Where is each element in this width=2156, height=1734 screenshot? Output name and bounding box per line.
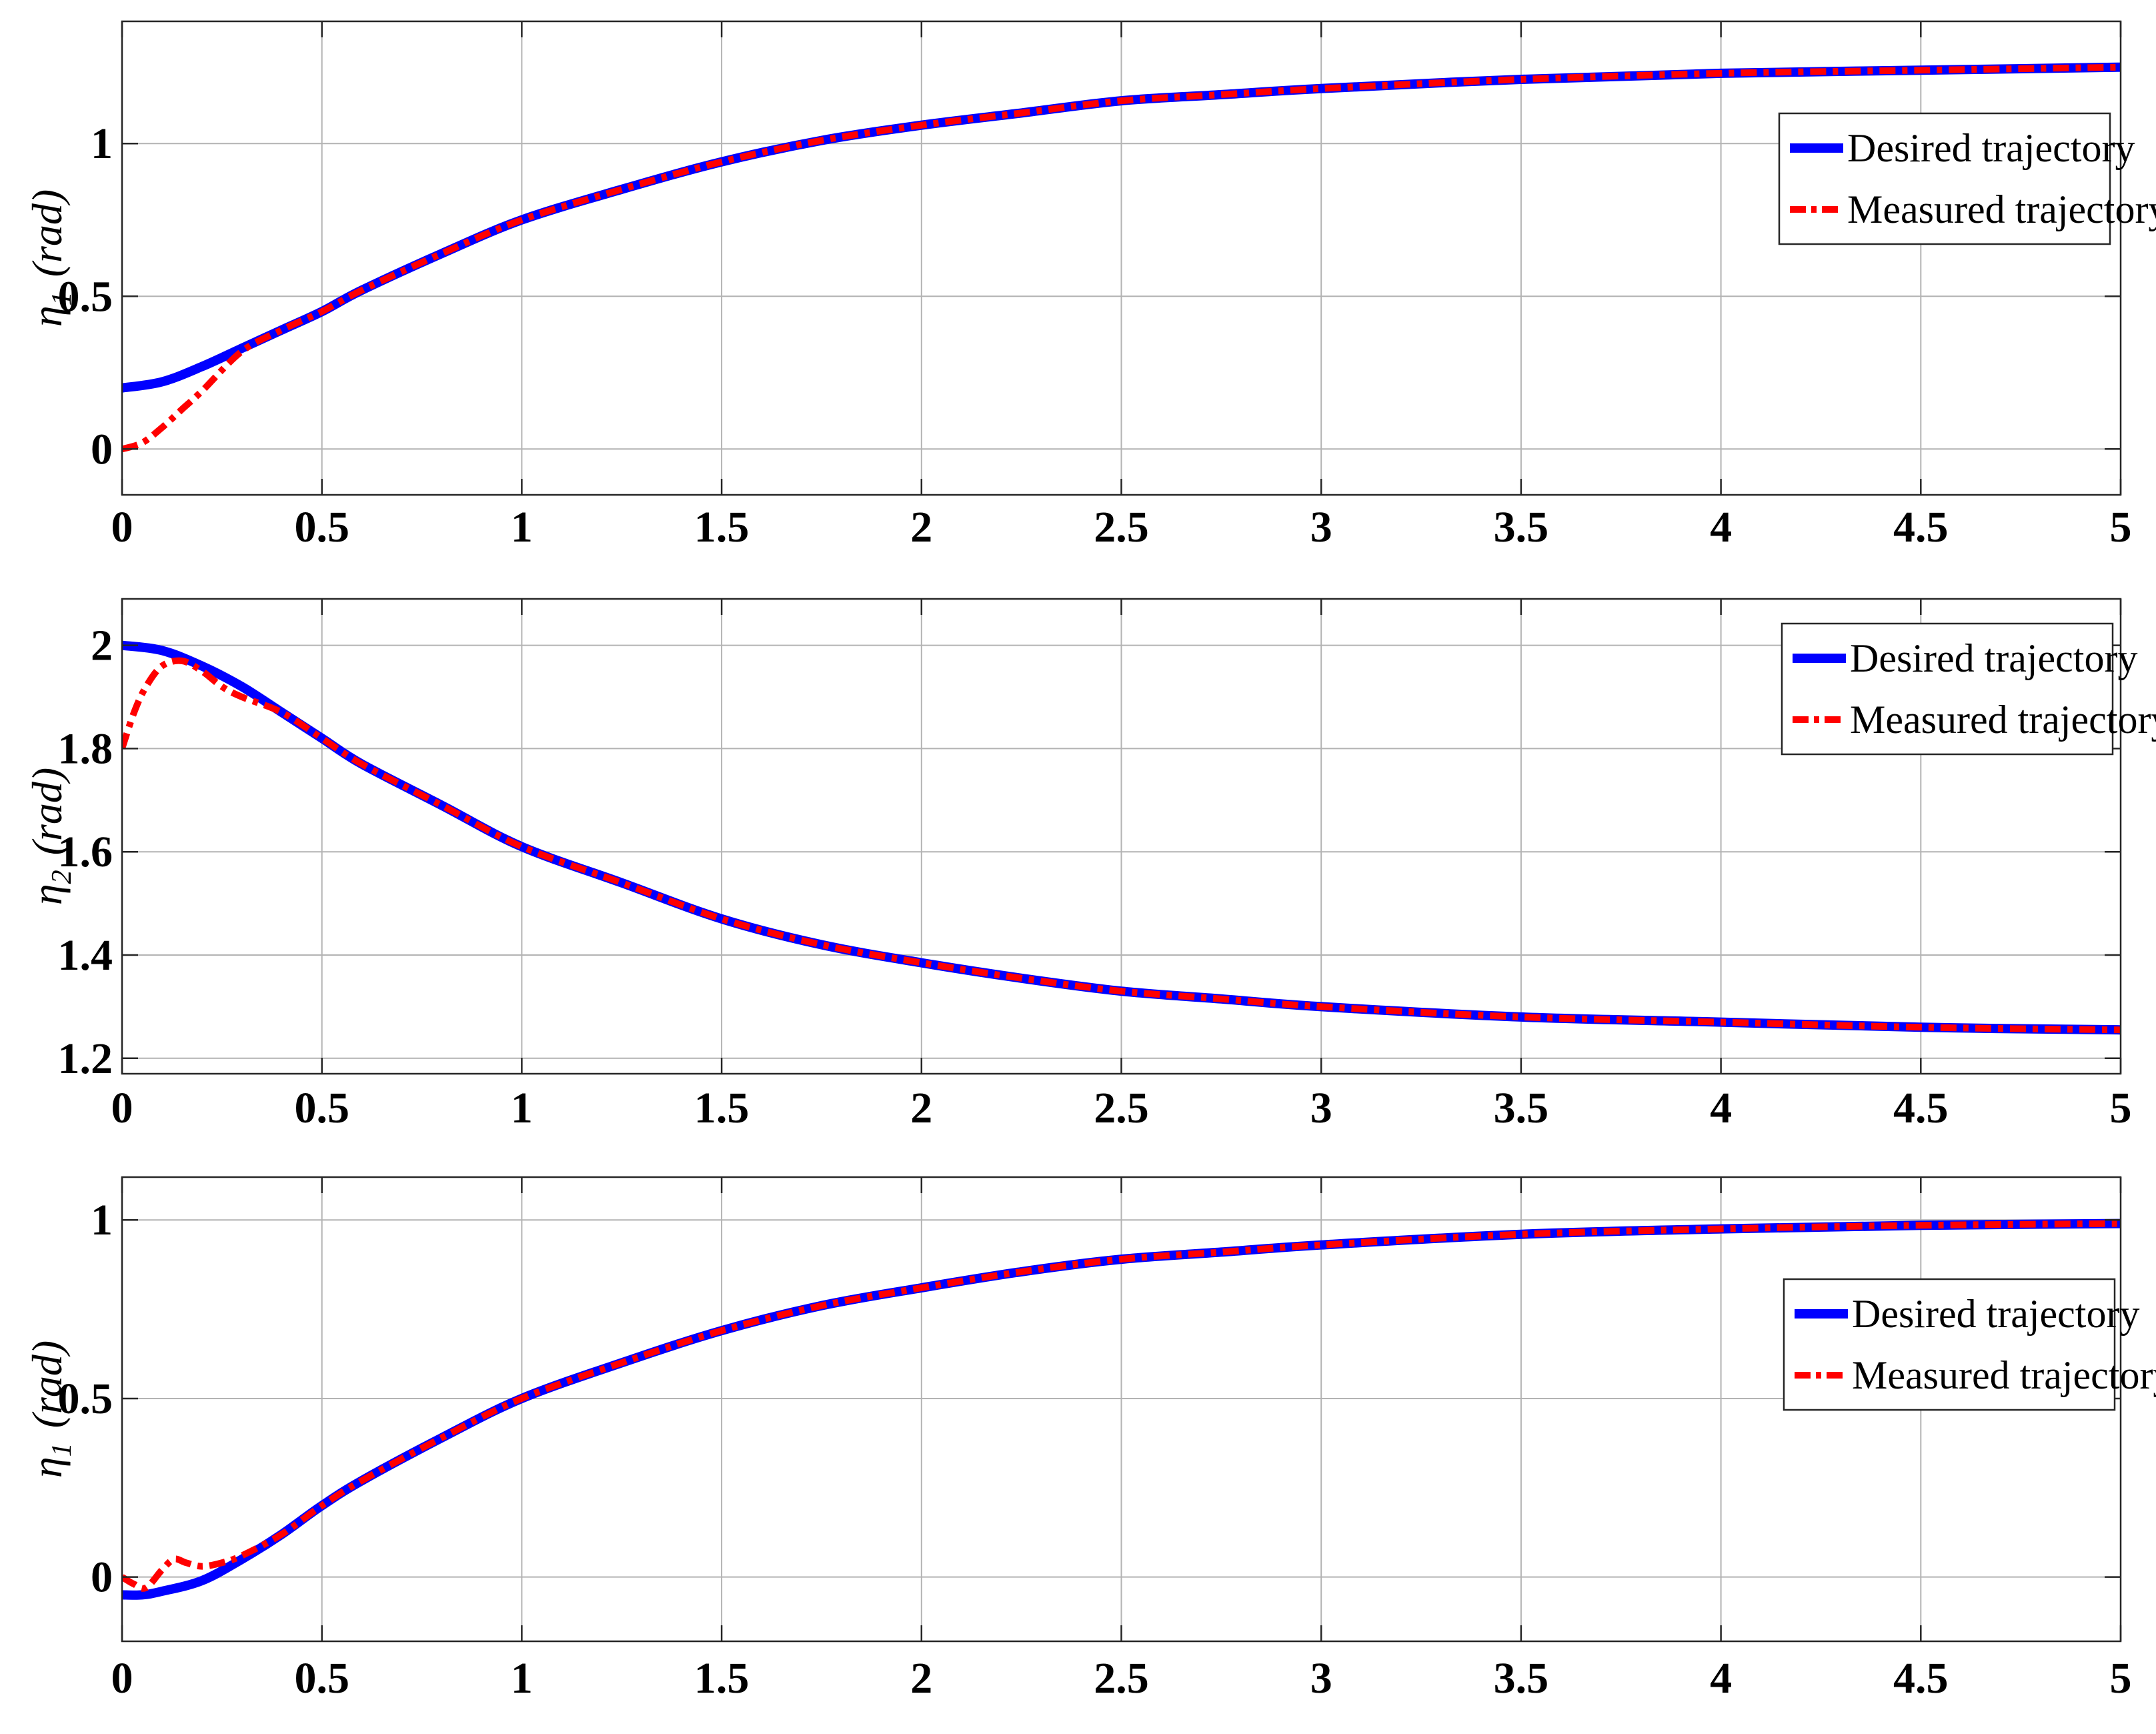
x-tick-label: 2 — [910, 1084, 932, 1132]
x-tick-label: 5 — [2110, 1084, 2132, 1132]
x-tick-label: 3.5 — [1494, 1654, 1549, 1703]
legend-box — [1778, 112, 2111, 245]
x-tick-label: 3.5 — [1494, 1084, 1549, 1132]
x-tick-label: 4 — [1710, 1654, 1732, 1703]
y-tick-label: 1 — [91, 119, 113, 168]
x-tick-label: 2 — [910, 1654, 932, 1703]
y-axis-label-unit: (rad) — [23, 768, 71, 856]
y-tick-label: 1.4 — [58, 931, 113, 980]
series-group — [122, 640, 2121, 1035]
legend: Desired trajectory Measured trajectory — [1778, 112, 2156, 245]
subplot-2: 0 0.5 1 1.5 2 2.5 3 3.5 4 4.5 51.21.41.61.82η2(rad… — [23, 598, 2156, 1132]
y-tick-label: 0.5 — [58, 272, 113, 321]
x-tick-label: 1 — [511, 1084, 533, 1132]
x-tick-label: 0 — [111, 503, 133, 552]
legend-label: Desired trajectory — [1852, 1292, 2139, 1336]
x-tick-label: 3 — [1310, 1654, 1332, 1703]
series-line-measured — [122, 63, 2121, 453]
series-group — [122, 62, 2121, 453]
y-tick-label: 2 — [91, 622, 113, 670]
x-tick-label: 0.5 — [294, 1654, 349, 1703]
y-axis-label: η2 (rad) — [23, 768, 77, 905]
x-tick-label: 0.5 — [294, 1084, 349, 1132]
x-tick-label: 4.5 — [1893, 503, 1949, 552]
y-axis-label-subscript: 1 — [47, 1443, 77, 1457]
y-axis-label: η1 (rad) — [23, 189, 77, 327]
y-axis-label: η1 (rad) — [23, 1341, 77, 1478]
x-tick-label: 1 — [511, 1654, 533, 1703]
y-axis-label-subscript: 2 — [47, 870, 77, 884]
subplot-1: 0 0.5 1 1.5 2 2.5 3 3.5 4 4.5 500.51η1(rad)Desired… — [23, 20, 2156, 552]
legend: Desired trajectory Measured trajectory — [1781, 622, 2156, 756]
x-tick-label: 1.5 — [694, 503, 750, 552]
legend-label: Desired trajectory — [1850, 636, 2137, 680]
legend-label: Measured trajectory — [1852, 1353, 2156, 1397]
grid — [121, 1177, 2121, 1641]
y-tick-label: 0.5 — [58, 1375, 113, 1423]
x-tick-label: 4.5 — [1893, 1084, 1949, 1132]
x-tick-label: 3.5 — [1494, 503, 1549, 552]
x-tick-label: 0 — [111, 1654, 133, 1703]
x-tick-label: 1 — [511, 503, 533, 552]
x-tick-label: 0.5 — [294, 503, 349, 552]
y-tick-label: 1 — [91, 1196, 113, 1244]
legend-label: Measured trajectory — [1850, 698, 2156, 742]
y-tick-label: 0 — [91, 425, 113, 474]
x-tick-label: 4 — [1710, 1084, 1732, 1132]
legend-box — [1781, 622, 2114, 756]
x-tick-label: 2.5 — [1094, 1654, 1149, 1703]
y-axis-label-unit: (rad) — [23, 1341, 71, 1429]
series-line-measured — [122, 1220, 2121, 1592]
legend-label: Desired trajectory — [1847, 126, 2135, 170]
x-tick-label: 2.5 — [1094, 503, 1149, 552]
x-tick-label: 5 — [2110, 1654, 2132, 1703]
x-tick-label: 0 — [111, 1084, 133, 1132]
legend-label: Measured trajectory — [1847, 187, 2156, 231]
x-tick-label: 4.5 — [1893, 1654, 1949, 1703]
x-tick-label: 5 — [2110, 503, 2132, 552]
series-line-measured — [122, 657, 2121, 1034]
y-axis-label-symbol: η — [23, 1457, 71, 1478]
y-axis-label-symbol: η — [23, 884, 71, 905]
series-group — [122, 1218, 2121, 1600]
y-axis-label-unit: (rad) — [23, 189, 71, 277]
x-tick-label: 2.5 — [1094, 1084, 1149, 1132]
legend-box — [1783, 1278, 2116, 1411]
x-tick-label: 1.5 — [694, 1654, 750, 1703]
y-axis-label-subscript: 1 — [47, 291, 77, 305]
x-tick-label: 4 — [1710, 503, 1732, 552]
legend: Desired trajectory Measured trajectory — [1783, 1278, 2156, 1411]
x-tick-label: 3 — [1310, 503, 1332, 552]
x-tick-label: 2 — [910, 503, 932, 552]
y-tick-label: 1.8 — [58, 724, 113, 773]
y-axis-label-symbol: η — [23, 305, 71, 327]
x-tick-label: 3 — [1310, 1084, 1332, 1132]
y-tick-label: 1.6 — [58, 828, 113, 876]
x-tick-label: 1.5 — [694, 1084, 750, 1132]
y-tick-label: 1.2 — [58, 1034, 113, 1083]
subplot-3: 0 0.5 1 1.5 2 2.5 3 3.5 4 4.5 500.51η1(rad)Desired… — [23, 1176, 2156, 1703]
y-tick-label: 0 — [91, 1553, 113, 1602]
